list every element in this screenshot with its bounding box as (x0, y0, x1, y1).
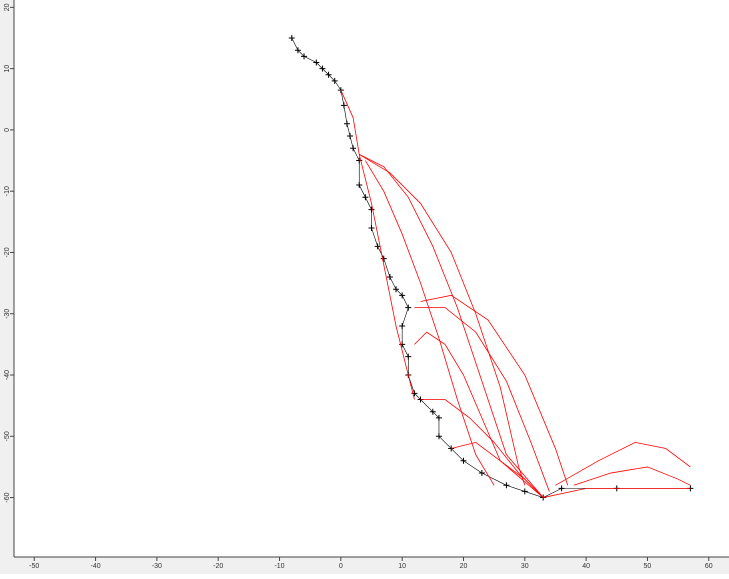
profile-marker (399, 341, 406, 348)
profile-marker (288, 34, 295, 41)
profile-marker (411, 390, 418, 397)
profile-marker (521, 488, 528, 495)
trajectory (359, 154, 526, 486)
profile-marker (343, 120, 350, 127)
profile-marker (399, 322, 406, 329)
profile-marker (313, 59, 320, 66)
profile-marker (380, 255, 387, 262)
y-tick-label: -30 (4, 309, 11, 319)
x-tick-label: -30 (152, 563, 162, 570)
trajectory (365, 160, 495, 486)
profile-marker (503, 482, 510, 489)
profile-marker (399, 292, 406, 299)
x-tick-label: 30 (521, 563, 529, 570)
trajectory (555, 441, 691, 486)
profile-marker (386, 273, 393, 280)
x-tick-label: 60 (705, 563, 713, 570)
y-tick-label: -50 (4, 431, 11, 441)
trajectory (420, 399, 544, 498)
y-tick-label: -10 (4, 186, 11, 196)
profile-marker (429, 408, 436, 415)
profile-marker (319, 65, 326, 72)
profile-marker (356, 182, 363, 189)
profile-marker (405, 353, 412, 360)
profile-marker (405, 304, 412, 311)
trajectory (414, 307, 550, 492)
profile-marker (301, 53, 308, 60)
x-tick-label: 10 (398, 563, 406, 570)
x-tick-label: 50 (644, 563, 652, 570)
profile-marker (393, 286, 400, 293)
y-tick-label: -20 (4, 247, 11, 257)
y-tick-label: -60 (4, 492, 11, 502)
profile-marker (460, 457, 467, 464)
profile-marker (368, 206, 375, 213)
profile-marker (374, 243, 381, 250)
profile-marker (325, 71, 332, 78)
x-tick-label: -40 (90, 563, 100, 570)
profile-marker (368, 224, 375, 231)
trajectory (543, 487, 691, 498)
profile-marker (362, 194, 369, 201)
trajectory (359, 154, 544, 498)
profile-marker (294, 47, 301, 54)
trajectory (340, 89, 415, 400)
profile-marker (350, 145, 357, 152)
x-axis-strip (0, 557, 729, 574)
profile-marker (340, 102, 347, 109)
x-tick-label: 0 (339, 563, 343, 570)
x-tick-label: 20 (460, 563, 468, 570)
x-tick-label: -10 (274, 563, 284, 570)
y-axis-strip (0, 0, 14, 574)
profile-marker (347, 133, 354, 140)
trajectory (573, 466, 691, 486)
x-tick-label: -50 (29, 563, 39, 570)
trajectory (451, 441, 544, 498)
profile-marker (435, 414, 442, 421)
trajectory (420, 294, 569, 486)
x-tick-label: -20 (213, 563, 223, 570)
y-tick-label: 0 (4, 128, 11, 132)
y-tick-label: 10 (4, 65, 11, 73)
profile-marker (356, 157, 363, 164)
profile-marker (435, 433, 442, 440)
y-tick-label: -40 (4, 370, 11, 380)
profile-marker (331, 77, 338, 84)
profile-marker (558, 485, 565, 492)
profile-marker (478, 470, 485, 477)
x-tick-label: 40 (582, 563, 590, 570)
y-tick-label: 20 (4, 3, 11, 11)
